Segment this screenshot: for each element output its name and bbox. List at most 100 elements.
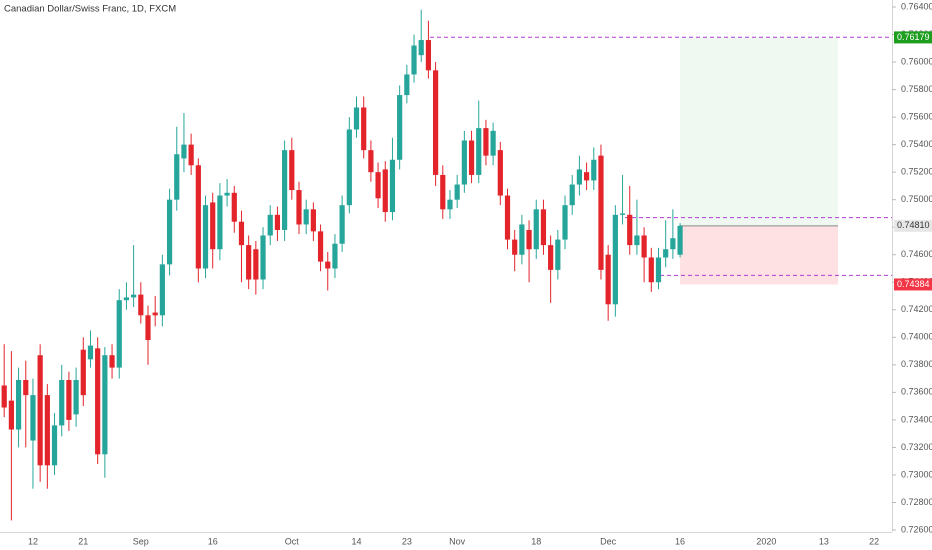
x-tick-label: 18 xyxy=(531,536,541,546)
candle-body xyxy=(181,144,187,159)
candle-body xyxy=(217,195,223,250)
price-label: 0.74384 xyxy=(897,279,930,289)
candle-body xyxy=(476,128,482,175)
candle-body xyxy=(246,245,252,280)
x-tick-label: Oct xyxy=(285,536,300,546)
candle-body xyxy=(562,205,568,240)
x-tick-label: 16 xyxy=(675,536,685,546)
y-tick-label: 0.76000 xyxy=(901,56,932,66)
candle-body xyxy=(296,190,302,225)
x-tick-label: 16 xyxy=(208,536,218,546)
candle-body xyxy=(591,159,597,181)
candle-body xyxy=(30,395,36,441)
candle-body xyxy=(188,144,194,166)
candle-body xyxy=(425,40,432,71)
price-label-bg xyxy=(894,278,932,291)
x-tick-label: 2020 xyxy=(756,536,776,546)
candle-body xyxy=(504,195,511,240)
candle-body xyxy=(519,224,525,255)
candle-body xyxy=(548,245,554,270)
y-tick-label: 0.75200 xyxy=(901,167,932,177)
x-tick-label: Sep xyxy=(133,536,149,546)
candle-body xyxy=(8,400,14,430)
candle-body xyxy=(166,199,173,265)
y-tick-label: 0.73400 xyxy=(901,414,932,424)
candle-body xyxy=(159,264,165,316)
candle-body xyxy=(210,202,216,250)
candle-body xyxy=(131,294,137,298)
candle-body xyxy=(361,107,367,151)
candle-body xyxy=(339,205,345,244)
candle-body xyxy=(325,261,331,269)
candle-body xyxy=(375,172,381,199)
candle-body xyxy=(15,379,22,430)
price-label: 0.74810 xyxy=(897,220,930,230)
candle-body xyxy=(95,348,101,455)
x-tick-label: 12 xyxy=(28,536,38,546)
y-tick-label: 0.73600 xyxy=(901,387,932,397)
candle-body xyxy=(51,425,58,466)
candle-body xyxy=(231,192,237,222)
candle-body xyxy=(454,184,460,200)
candle-body xyxy=(102,355,108,455)
candle-body xyxy=(612,214,618,305)
candle-body xyxy=(540,209,547,246)
candle-body xyxy=(59,379,65,426)
candle-body xyxy=(533,209,539,250)
candle-body xyxy=(433,70,439,175)
y-tick-label: 0.74600 xyxy=(901,249,932,259)
candle-body xyxy=(576,169,582,185)
x-tick-label: 21 xyxy=(78,536,88,546)
candle-body xyxy=(677,225,683,255)
candle-body xyxy=(411,45,417,75)
x-tick-label: Dec xyxy=(600,536,617,546)
candle-body xyxy=(253,249,259,280)
candle-body xyxy=(468,140,475,175)
candle-body xyxy=(397,95,403,160)
y-tick-label: 0.75800 xyxy=(901,84,932,94)
candle-body xyxy=(195,165,201,269)
candle-body xyxy=(641,235,647,258)
x-tick-label: 13 xyxy=(819,536,829,546)
candle-body xyxy=(497,150,503,196)
y-tick-label: 0.76400 xyxy=(901,1,932,11)
candle-body xyxy=(447,199,453,210)
x-tick-label: 22 xyxy=(869,536,879,546)
candle-body xyxy=(289,150,295,191)
x-tick-label: 14 xyxy=(352,536,362,546)
y-tick-label: 0.75600 xyxy=(901,111,932,121)
candle-body xyxy=(274,214,281,230)
candle-body xyxy=(87,345,94,360)
candle-body xyxy=(605,254,611,305)
candle-body xyxy=(346,129,352,206)
candle-body xyxy=(23,379,29,396)
y-tick-label: 0.72600 xyxy=(901,524,932,534)
y-tick-label: 0.75000 xyxy=(901,194,932,204)
price-label-bg xyxy=(894,219,932,232)
x-tick-label: 23 xyxy=(402,536,412,546)
y-tick-label: 0.73000 xyxy=(901,469,932,479)
candle-body xyxy=(66,379,72,420)
price-label-bg xyxy=(894,31,932,44)
y-tick-label: 0.74000 xyxy=(901,332,932,342)
candle-body xyxy=(317,231,324,262)
candle-body xyxy=(526,229,532,250)
candle-body xyxy=(418,40,424,56)
candle-body xyxy=(303,209,309,225)
candle-body xyxy=(238,221,245,246)
candle-body xyxy=(440,174,446,210)
candle-body xyxy=(267,214,273,236)
candle-body xyxy=(569,184,575,206)
candle-body xyxy=(655,257,662,283)
candle-body xyxy=(670,238,676,250)
candle-body xyxy=(44,395,50,466)
candle-body xyxy=(634,235,640,246)
candle-body xyxy=(389,159,396,213)
candle-body xyxy=(310,209,316,232)
candle-body xyxy=(37,355,43,466)
candle-body xyxy=(648,257,654,283)
stop-zone xyxy=(680,225,838,285)
price-label: 0.76179 xyxy=(897,32,930,42)
